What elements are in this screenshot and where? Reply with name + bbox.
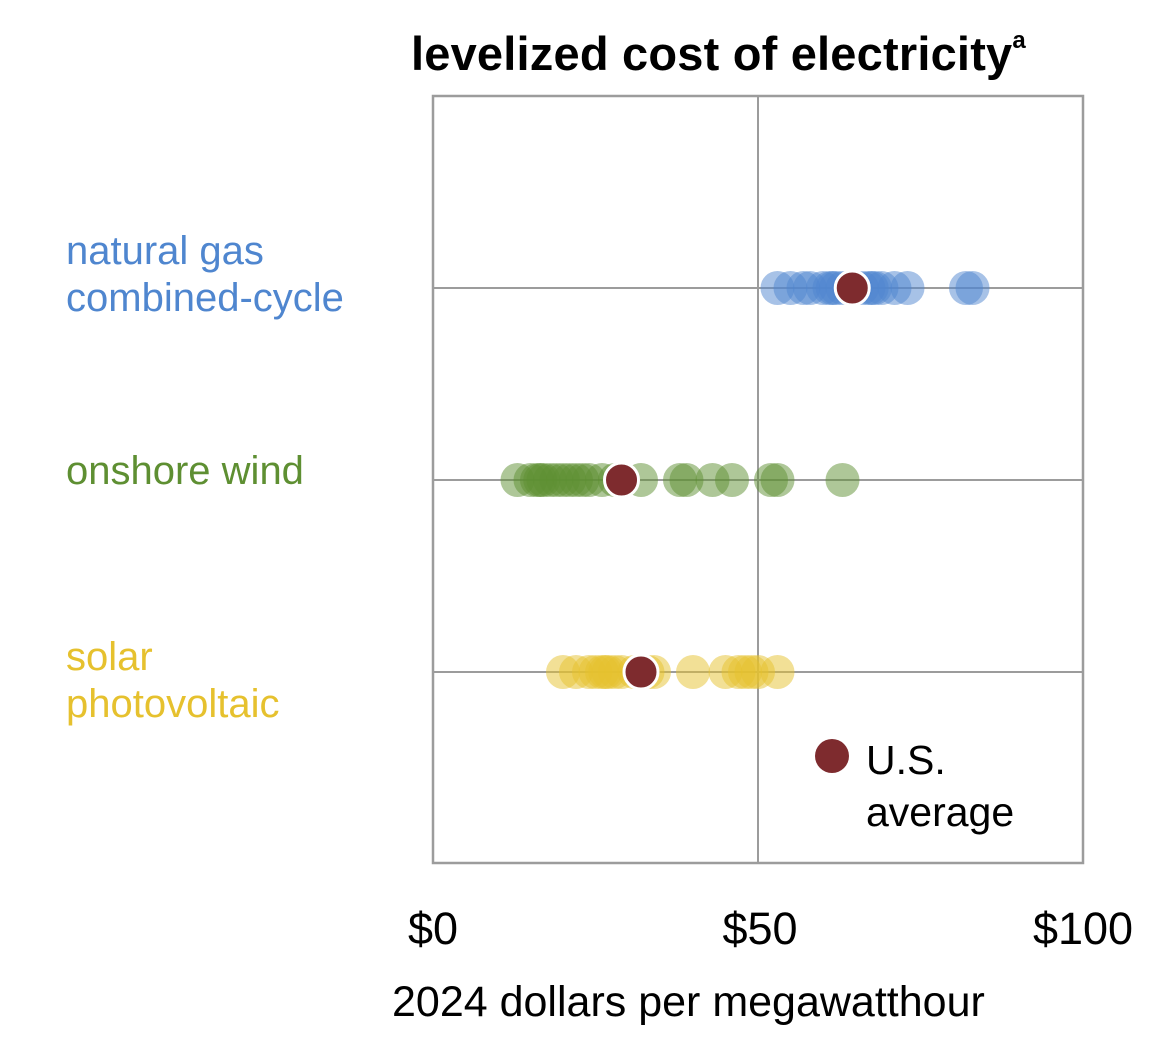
data-point (669, 463, 704, 497)
category-label-natural-gas: natural gas combined-cycle (66, 228, 344, 322)
data-point (760, 463, 795, 497)
x-tick-label: $50 (722, 903, 798, 954)
data-point (890, 271, 925, 305)
data-point (825, 463, 860, 497)
data-point (955, 271, 990, 305)
plot-frame (431, 94, 1085, 865)
x-tick-label: $100 (1032, 903, 1134, 954)
data-point (760, 655, 795, 689)
title-superscript: a (1012, 27, 1026, 54)
us-average-point (622, 653, 660, 691)
us-average-point (603, 461, 640, 499)
category-label-line: onshore wind (66, 449, 304, 493)
x-axis-label: 2024 dollars per megawatthour (392, 978, 985, 1026)
x-tick-label: $0 (407, 903, 459, 954)
data-point (676, 655, 710, 689)
legend-label: U.S. average (866, 734, 1014, 838)
legend-label-line: average (866, 789, 1015, 835)
legend-label-line: U.S. (866, 737, 946, 783)
category-label-line: solar (66, 635, 153, 679)
us-average-point (833, 269, 871, 307)
category-label-line: combined-cycle (66, 276, 344, 320)
category-label-onshore-wind: onshore wind (66, 448, 304, 495)
category-label-line: photovoltaic (66, 682, 280, 726)
category-label-solar: solar photovoltaic (66, 634, 279, 728)
chart-title: levelized cost of electricitya (411, 27, 1026, 80)
category-label-line: natural gas (66, 229, 264, 273)
legend-marker (815, 739, 849, 773)
data-point (715, 463, 749, 497)
